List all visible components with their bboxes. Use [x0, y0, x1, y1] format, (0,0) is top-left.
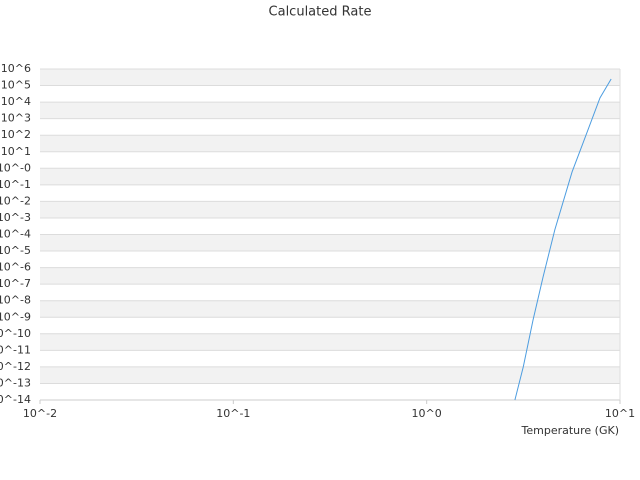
y-tick-label: 10^-3 — [0, 211, 31, 224]
grid-band — [40, 333, 620, 351]
y-tick-label: 10^1 — [1, 145, 31, 158]
grid-band — [40, 69, 620, 86]
grid-band — [40, 168, 620, 185]
y-tick-label: 10^3 — [1, 112, 31, 125]
y-tick-label: 10^-0 — [0, 161, 31, 174]
grid-band — [40, 201, 620, 218]
y-tick-label: 10^-7 — [0, 277, 31, 290]
x-tick-label: 10^-1 — [216, 407, 250, 420]
y-tick-label: 10^-4 — [0, 228, 31, 241]
grid-band — [40, 135, 620, 152]
y-tick-label: 10^-12 — [0, 360, 31, 373]
y-tick-label: 10^-9 — [0, 310, 31, 323]
y-tick-label: 10^-8 — [0, 294, 31, 307]
x-axis-label: Temperature (GK) — [521, 424, 620, 437]
data-line — [514, 78, 612, 401]
chart-title: Calculated Rate — [269, 5, 372, 20]
y-tick-label: 10^-1 — [0, 178, 31, 191]
grid-band — [40, 366, 620, 384]
y-tick-label: 10^4 — [1, 95, 31, 108]
y-tick-label: 10^2 — [1, 128, 31, 141]
y-tick-label: 10^-11 — [0, 343, 31, 356]
x-tick-label: 10^-2 — [23, 407, 57, 420]
grid-band — [40, 300, 620, 318]
y-tick-label: 10^-10 — [0, 327, 31, 340]
x-tick-label: 10^1 — [605, 407, 635, 420]
grid-band — [40, 267, 620, 285]
y-tick-label: 10^-2 — [0, 194, 31, 207]
y-tick-label: 10^6 — [1, 62, 31, 75]
grid-band — [40, 234, 620, 252]
grid-band — [40, 102, 620, 119]
y-tick-label: 10^-14 — [0, 393, 31, 406]
x-tick-label: 10^0 — [412, 407, 442, 420]
y-tick-label: 10^-5 — [0, 244, 31, 257]
y-tick-label: 10^-6 — [0, 261, 31, 274]
y-tick-label: 10^-13 — [0, 376, 31, 389]
y-tick-label: 10^5 — [1, 79, 31, 92]
